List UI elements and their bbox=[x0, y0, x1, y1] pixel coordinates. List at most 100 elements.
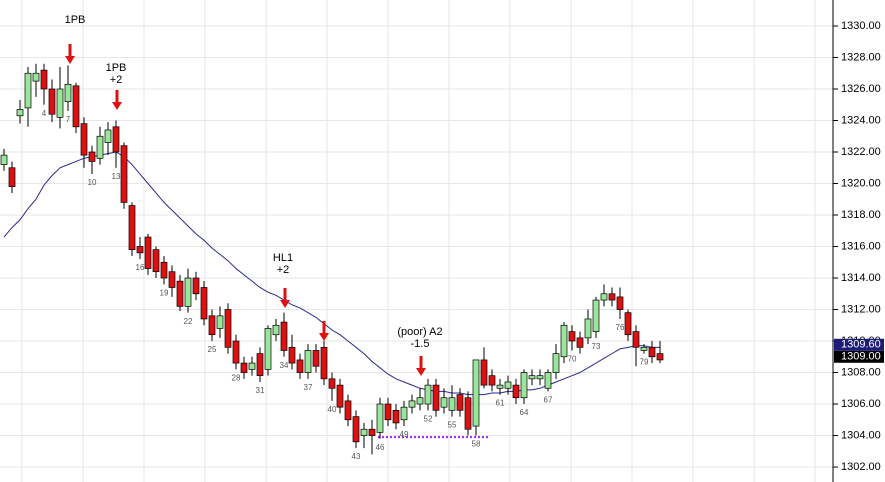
candle-body bbox=[280, 321, 288, 351]
candle-body bbox=[512, 384, 520, 399]
y-tick-label: 1304.00 bbox=[841, 429, 881, 441]
candle-body bbox=[8, 167, 16, 188]
candle-body bbox=[320, 346, 328, 380]
candle-body bbox=[656, 353, 664, 361]
candle-body bbox=[448, 397, 456, 411]
candle-body bbox=[48, 88, 56, 115]
arrow-head bbox=[280, 300, 290, 308]
annotation: 1PB bbox=[106, 62, 127, 74]
candle-body bbox=[248, 362, 256, 370]
bar-number: 70 bbox=[568, 355, 577, 364]
candle-body bbox=[184, 277, 192, 307]
price-label: 1309.00 bbox=[841, 351, 881, 363]
bar-number: 79 bbox=[640, 358, 649, 367]
bar-number: 22 bbox=[184, 317, 193, 326]
candle-body bbox=[144, 236, 152, 269]
candle-body bbox=[104, 129, 112, 143]
candle-body bbox=[136, 246, 144, 254]
candle-body bbox=[16, 109, 24, 117]
price-label-box bbox=[834, 338, 884, 351]
annotation: -1.5 bbox=[411, 338, 430, 350]
bar-number: 49 bbox=[400, 430, 409, 439]
candle-body bbox=[424, 384, 432, 405]
candle-body bbox=[288, 346, 296, 364]
candle-body bbox=[432, 384, 440, 411]
candle-body bbox=[640, 346, 648, 351]
candle-body bbox=[560, 324, 568, 358]
candle-body bbox=[40, 69, 48, 90]
candle-body bbox=[608, 293, 616, 301]
bar-number: 19 bbox=[160, 288, 169, 297]
candle-body bbox=[152, 249, 160, 273]
bar-number: 43 bbox=[352, 452, 361, 461]
candle-body bbox=[376, 403, 384, 433]
candle-body bbox=[368, 428, 376, 436]
candle-body bbox=[568, 331, 576, 342]
candle-body bbox=[24, 72, 32, 109]
candle-body bbox=[336, 384, 344, 408]
candle-body bbox=[472, 359, 480, 427]
candle-body bbox=[344, 400, 352, 421]
candle-body bbox=[32, 72, 40, 82]
plot: 4 7 10 13 16 19 22 25 28 31 34 37 40 43 46 49 52 55 58 61 64… bbox=[0, 14, 664, 461]
candle-body bbox=[272, 324, 280, 336]
candle-body bbox=[120, 145, 128, 203]
candle-body bbox=[224, 309, 232, 348]
bar-number: 28 bbox=[232, 373, 241, 382]
candle-body bbox=[440, 397, 448, 408]
candle-body bbox=[496, 384, 504, 389]
candle-body bbox=[464, 397, 472, 430]
y-tick-label: 1318.00 bbox=[841, 209, 881, 221]
candle-body bbox=[632, 331, 640, 348]
bar-number: 7 bbox=[66, 115, 71, 124]
bar-number: 16 bbox=[136, 263, 145, 272]
bar-number: 31 bbox=[256, 386, 265, 395]
annotation: HL1 bbox=[273, 252, 293, 264]
annotation: +2 bbox=[277, 264, 290, 276]
candle-body bbox=[520, 372, 528, 399]
bar-number: 52 bbox=[424, 414, 433, 423]
candle-body bbox=[328, 378, 336, 389]
annotation: (poor) A2 bbox=[397, 326, 442, 338]
candle-body bbox=[592, 299, 600, 332]
candle-body bbox=[232, 340, 240, 364]
bar-number: 34 bbox=[280, 361, 289, 370]
bar-number: 58 bbox=[472, 440, 481, 449]
candle-body bbox=[296, 359, 304, 373]
y-tick-label: 1324.00 bbox=[841, 114, 881, 126]
candle-body bbox=[312, 350, 320, 367]
candle-body bbox=[56, 88, 64, 118]
bar-number: 40 bbox=[328, 405, 337, 414]
grid bbox=[0, 0, 833, 482]
candle-body bbox=[168, 271, 176, 288]
bar-number: 25 bbox=[208, 345, 217, 354]
candle-body bbox=[584, 318, 592, 339]
candle-body bbox=[384, 403, 392, 421]
annotation: 1PB bbox=[65, 14, 86, 26]
y-tick-label: 1306.00 bbox=[841, 398, 881, 410]
y-tick-label: 1314.00 bbox=[841, 272, 881, 284]
candle-body bbox=[200, 287, 208, 320]
candle-body bbox=[416, 397, 424, 405]
y-tick-label: 1312.00 bbox=[841, 303, 881, 315]
arrow-head bbox=[65, 56, 75, 64]
candle-body bbox=[264, 328, 272, 370]
arrow-head bbox=[319, 333, 329, 341]
candle-body bbox=[160, 261, 168, 279]
bar-number: 61 bbox=[496, 399, 505, 408]
candle-body bbox=[488, 375, 496, 386]
candle-body bbox=[304, 350, 312, 373]
bar-number: 37 bbox=[304, 383, 313, 392]
candle-body bbox=[536, 375, 544, 380]
candle-body bbox=[552, 353, 560, 373]
candle-body bbox=[88, 151, 96, 162]
bar-number: 46 bbox=[376, 443, 385, 452]
candle-body bbox=[64, 83, 72, 102]
candle-body bbox=[576, 337, 584, 348]
candle-body bbox=[528, 375, 536, 380]
bar-number: 67 bbox=[544, 396, 553, 405]
y-tick-label: 1308.00 bbox=[841, 366, 881, 378]
candle-body bbox=[128, 205, 136, 251]
candle-body bbox=[544, 372, 552, 389]
